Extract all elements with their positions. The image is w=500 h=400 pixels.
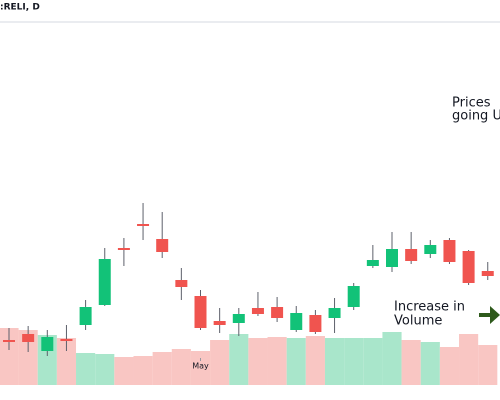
volume-bar — [114, 357, 134, 385]
candle-body — [462, 251, 475, 283]
candle-body — [3, 340, 15, 342]
candle-body — [79, 307, 92, 325]
volume-bar — [439, 347, 460, 385]
candle-body — [137, 224, 150, 226]
candle-body — [386, 249, 398, 267]
volume-bar — [18, 330, 38, 385]
arrow-head — [490, 306, 500, 324]
candle-body — [405, 249, 418, 261]
volume-bar — [210, 340, 230, 385]
candle-body — [156, 239, 169, 252]
volume-bar — [267, 337, 287, 385]
volume-bar — [0, 328, 19, 385]
volume-bar — [478, 345, 498, 385]
candle-body — [117, 248, 130, 250]
volume-bar — [363, 338, 383, 385]
candle-body — [481, 271, 494, 276]
x-tick-label: May — [192, 362, 209, 371]
volume-bar — [152, 352, 172, 385]
arrow — [479, 306, 500, 324]
volume-bar — [56, 338, 77, 385]
candle-body — [194, 296, 207, 328]
candle-body — [309, 315, 322, 332]
volume-bar — [286, 338, 306, 385]
candle-body — [424, 245, 437, 254]
chart-title: :RELI, D — [0, 3, 40, 13]
volume-bar — [459, 334, 479, 385]
candle-body — [366, 260, 379, 266]
volume-bar — [133, 356, 153, 385]
volume-bar — [305, 336, 325, 385]
annotation: Increase in — [394, 300, 465, 315]
annotation: Volume — [394, 314, 442, 329]
candle-body — [98, 259, 111, 305]
volume-bar — [401, 340, 421, 385]
volume-bar — [95, 354, 115, 385]
volume-bar — [344, 338, 364, 385]
candle-body — [251, 308, 264, 314]
candle-body — [22, 334, 35, 342]
annotation: going U — [452, 109, 500, 124]
volume-pane — [0, 328, 498, 385]
annotation: Prices — [452, 96, 491, 111]
candle-body — [271, 307, 284, 318]
volume-bar — [190, 351, 211, 385]
volume-bar — [229, 334, 249, 385]
price-pane — [3, 203, 494, 356]
candle-body — [60, 339, 73, 341]
volume-bar — [420, 342, 440, 385]
volume-bar — [248, 338, 268, 385]
volume-bar — [76, 353, 96, 385]
candle-body — [347, 286, 360, 307]
candle-body — [213, 321, 226, 325]
candle-body — [443, 240, 456, 262]
volume-bar — [382, 332, 402, 385]
volume-bar — [324, 338, 345, 385]
candle-body — [41, 337, 54, 351]
candle-body — [175, 280, 188, 287]
candle-body — [232, 314, 245, 323]
candle-body — [328, 308, 341, 318]
volume-bar — [171, 349, 191, 385]
candle-body — [290, 313, 303, 330]
